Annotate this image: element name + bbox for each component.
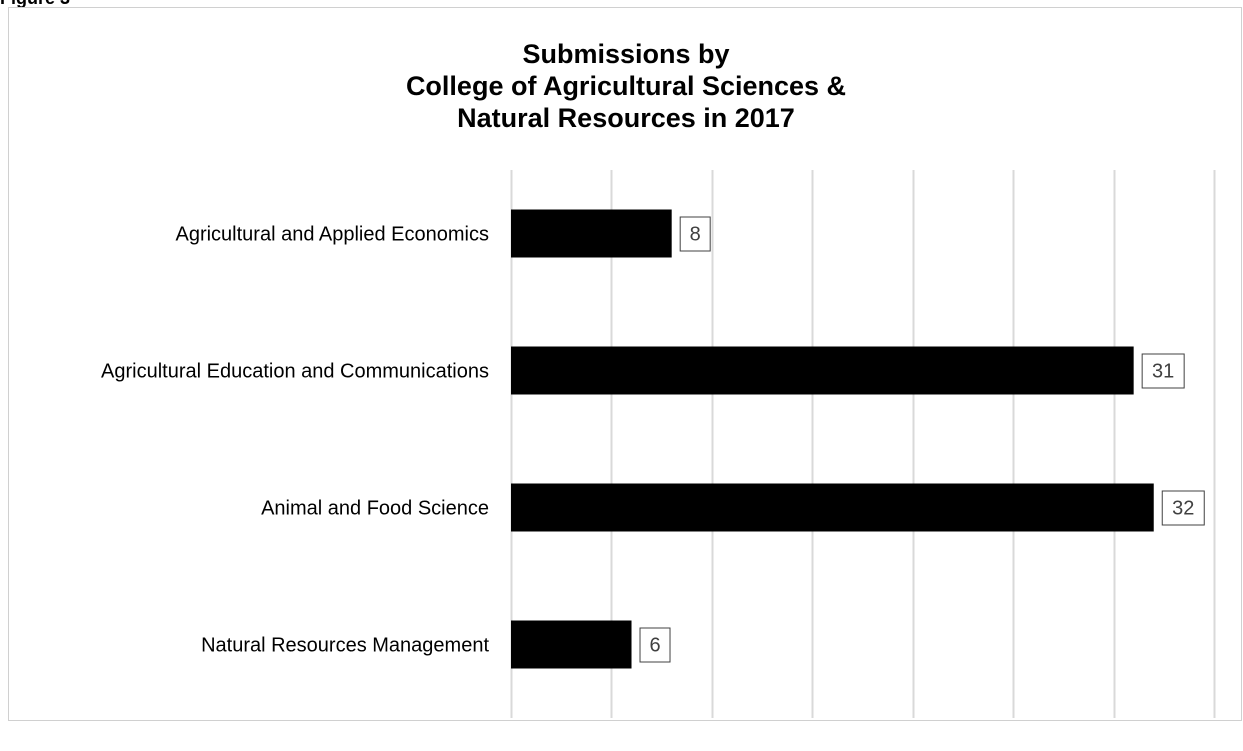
- data-label: 8: [679, 216, 711, 252]
- figure-caption: Figure 3: [0, 0, 70, 8]
- data-label-value: 32: [1172, 498, 1194, 520]
- data-label-value: 31: [1152, 361, 1174, 383]
- data-label-value: 8: [690, 224, 701, 246]
- category-label: Agricultural and Applied Economics: [175, 224, 489, 246]
- data-label: 32: [1161, 490, 1205, 526]
- bar: [511, 346, 1134, 395]
- category-label: Agricultural Education and Communication…: [101, 361, 489, 383]
- chart-title-line-1: Submissions by: [522, 39, 730, 69]
- data-label-value: 6: [649, 635, 660, 657]
- chart-title: Submissions by College of Agricultural S…: [9, 38, 1243, 134]
- data-label-box: [1161, 490, 1205, 526]
- category-label: Animal and Food Science: [261, 498, 489, 520]
- bar: [511, 209, 672, 258]
- category-label: Natural Resources Management: [201, 635, 489, 657]
- data-label: 6: [639, 627, 671, 663]
- data-label: 31: [1141, 353, 1185, 389]
- data-label-box: [1141, 353, 1185, 389]
- chart-title-line-2: College of Agricultural Sciences &: [405, 71, 847, 101]
- data-label-box: [679, 216, 711, 252]
- data-label-box: [639, 627, 671, 663]
- bar: [511, 483, 1154, 532]
- bar: [511, 620, 632, 669]
- chart-title-line-3: Natural Resources in 2017: [457, 103, 795, 133]
